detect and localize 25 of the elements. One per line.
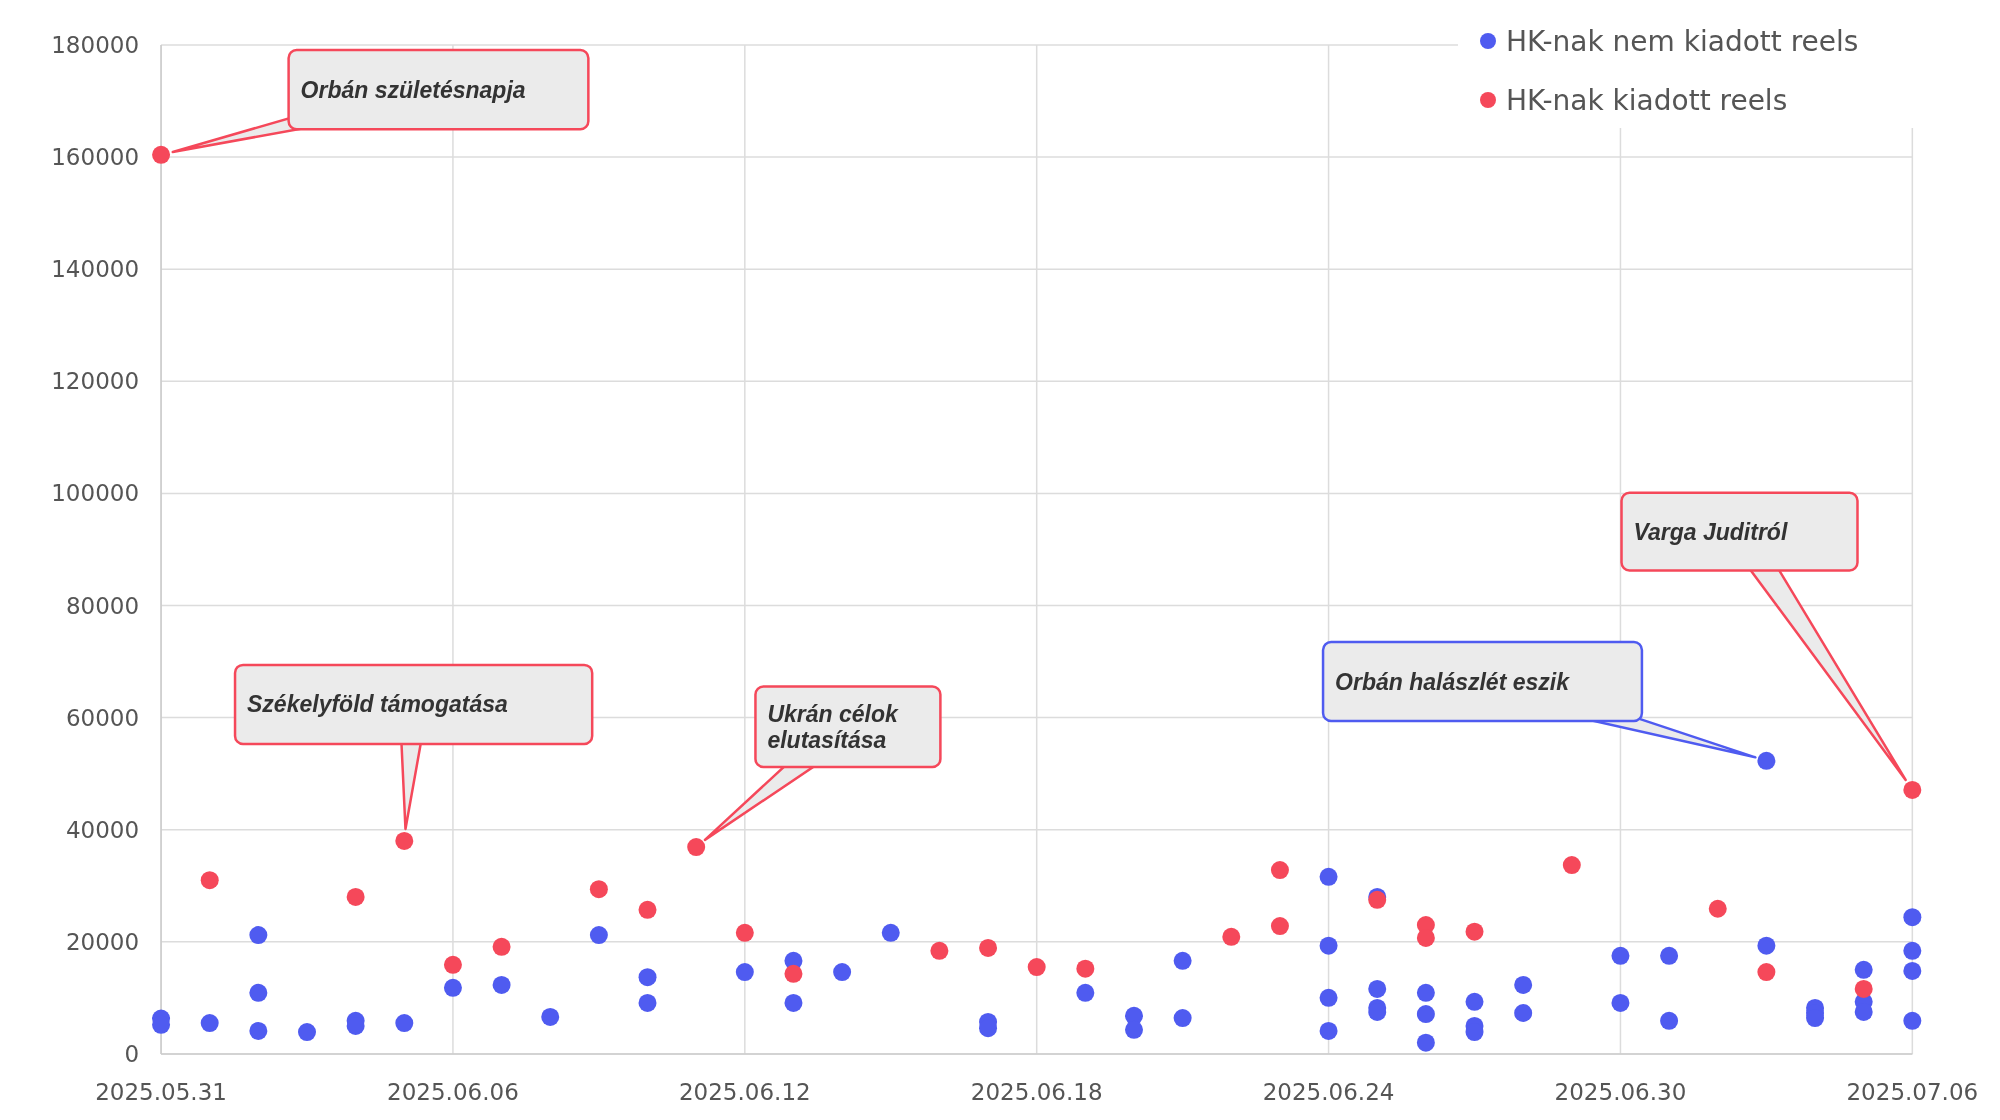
- x-tick-label: 2025.05.31: [95, 1078, 227, 1105]
- y-tick-label: 60000: [65, 704, 140, 731]
- y-tick-label: 160000: [51, 144, 140, 171]
- annotation: Székelyföld támogatása: [247, 691, 509, 718]
- x-tick-label: 2025.06.30: [1554, 1078, 1687, 1105]
- y-tick-label: 20000: [65, 928, 140, 955]
- y-tick-label: 80000: [65, 592, 140, 619]
- y-tick-label: 0: [124, 1040, 140, 1067]
- annotation: Varga Juditról: [1633, 518, 1788, 545]
- annotation: Ukrán célok elutasítása: [767, 700, 900, 754]
- x-tick-label: 2025.06.06: [387, 1078, 519, 1105]
- annotation: Orbán halászlét eszik: [1335, 668, 1571, 695]
- x-tick-label: 2025.06.18: [970, 1078, 1103, 1105]
- x-tick-label: 2025.07.06: [1846, 1078, 1979, 1105]
- legend-label: HK-nak kiadott reels: [1506, 83, 1788, 117]
- y-tick-label: 120000: [51, 368, 140, 395]
- y-tick-label: 100000: [51, 480, 140, 507]
- annotation: Orbán születésnapja: [300, 76, 526, 103]
- y-tick-label: 140000: [51, 256, 140, 283]
- speech-bubble: Székelyföld támogatása: [233, 663, 594, 831]
- y-tick-label: 180000: [51, 32, 140, 59]
- y-tick-label: 40000: [65, 816, 140, 843]
- x-tick-label: 2025.06.24: [1262, 1078, 1395, 1105]
- x-tick-label: 2025.06.12: [678, 1078, 811, 1105]
- legend-label: HK-nak nem kiadott reels: [1506, 24, 1859, 58]
